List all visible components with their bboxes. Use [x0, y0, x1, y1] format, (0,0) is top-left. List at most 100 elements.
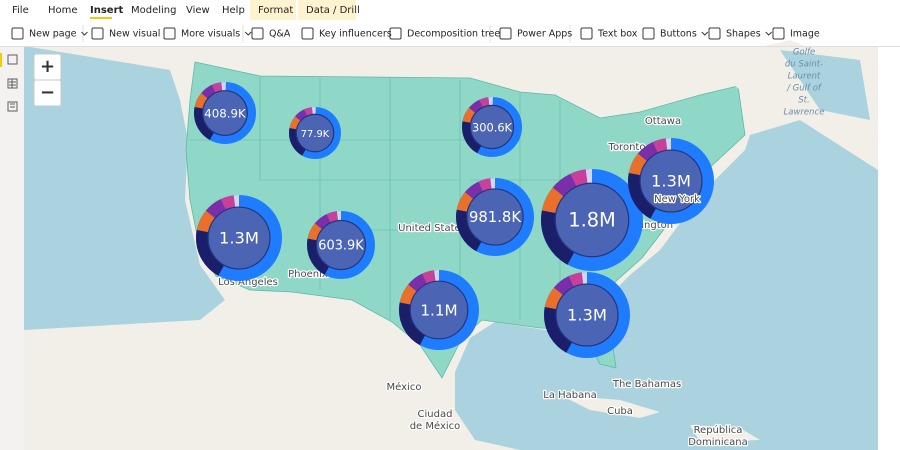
active-page-indicator [0, 53, 2, 67]
sea-label: Lawrence [784, 108, 825, 118]
bubble-segment [398, 269, 480, 351]
ribbon-tab[interactable]: Data / Drill [306, 5, 360, 16]
bubble-segment [307, 211, 375, 279]
ribbon-tab[interactable]: Insert [90, 5, 124, 16]
toolbar-button[interactable]: Key influencers [319, 29, 392, 40]
bubble-core [639, 149, 703, 213]
bubble-core [202, 90, 248, 136]
toolbar-button[interactable]: More visuals [181, 29, 240, 40]
location-bubble[interactable]: 981.8K [455, 177, 535, 257]
bubble-label: 981.8K [469, 209, 522, 226]
bubble-core [469, 104, 515, 150]
bubble-label: 603.9K [318, 239, 364, 254]
location-bubble[interactable]: 408.9K [193, 81, 256, 144]
ribbon-tab[interactable]: Home [48, 5, 78, 16]
tool-icon [499, 27, 512, 40]
toolbar-button[interactable]: Q&A [269, 29, 291, 40]
bubble-segment [194, 82, 256, 144]
left-nav [0, 46, 24, 450]
tool-icon [163, 27, 176, 40]
bubble-core [554, 182, 630, 258]
nav-icons [7, 54, 18, 112]
right-margin [878, 46, 900, 450]
bubble-segment [544, 272, 630, 358]
bubble-label: 1.1M [420, 302, 457, 320]
dropdown-chevron [81, 31, 88, 36]
sea-label: / Gulf of [786, 84, 823, 94]
bubble-core [315, 219, 367, 271]
place-label: The Bahamas [612, 379, 681, 390]
location-bubble[interactable]: 1.1M [398, 269, 480, 351]
gulf [530, 345, 650, 395]
ribbon-tab[interactable]: File [12, 5, 29, 16]
place-label: Ottawa [645, 116, 681, 127]
toolbar-button[interactable]: Image [790, 29, 820, 40]
location-bubble[interactable]: 1.8M [540, 168, 644, 272]
location-bubble[interactable]: 1.3M [544, 271, 631, 358]
ribbon-tab[interactable]: Format [258, 5, 293, 16]
place-label: La Habana [543, 390, 596, 401]
tool-icon [580, 27, 593, 40]
bubble-label: 300.6K [472, 121, 513, 135]
place-label: República [694, 424, 743, 436]
toolbar-button[interactable]: Decomposition tree [407, 29, 500, 40]
bubble-segment [288, 106, 342, 160]
tool-icon [772, 27, 785, 40]
bubble-segment [540, 168, 644, 272]
bubble-segment [455, 177, 535, 257]
bubble-label: 1.3M [219, 229, 259, 248]
hispaniola [690, 425, 760, 442]
bubble-label: 77.9K [301, 129, 330, 140]
place-label: New York [654, 194, 700, 205]
tool-icon [389, 27, 402, 40]
sea-label: Golfe [793, 48, 815, 58]
tool-icon [301, 27, 314, 40]
zoom-out-label: − [40, 82, 55, 103]
location-bubble[interactable]: 300.6K [462, 96, 523, 157]
sea-label: St. [798, 96, 809, 106]
dropdown-chevron [244, 31, 252, 36]
location-bubble[interactable]: 603.9K [307, 210, 376, 279]
bubble-label: 408.9K [204, 107, 246, 121]
bubble-segment [628, 138, 714, 224]
bubble-label: 1.3M [651, 172, 691, 191]
toolbar-button[interactable]: New page [29, 29, 77, 40]
tool-icon [642, 27, 655, 40]
dropdown-chevron [765, 31, 773, 36]
zoom-out-button[interactable] [33, 79, 62, 107]
place-label: Toronto [608, 142, 646, 153]
ribbon-tab[interactable]: Help [222, 5, 245, 16]
gulf-st-lawrence [780, 50, 870, 120]
tool-icon [251, 27, 264, 40]
bubble-segment [196, 195, 282, 281]
bubble-segment [398, 269, 480, 351]
active-tab-underline [90, 17, 112, 19]
tool-icon [91, 27, 104, 40]
sea-label: Laurent [788, 72, 821, 82]
location-bubble[interactable]: 77.9K [288, 106, 342, 160]
location-bubble[interactable]: 1.3M [196, 195, 283, 282]
location-bubble[interactable]: 1.3M [628, 138, 715, 225]
bubble-segment [540, 168, 644, 272]
contextual-tab-bg [250, 0, 296, 20]
place-label: United States [398, 223, 466, 234]
toolbar-button[interactable]: Shapes [726, 29, 761, 40]
bubble-segment [455, 177, 535, 257]
ribbon-tab[interactable]: View [186, 5, 210, 16]
bubble-core [295, 113, 335, 153]
ribbon-tab[interactable]: Modeling [131, 5, 177, 16]
cuba [560, 395, 660, 418]
toolbar-button[interactable]: Buttons [660, 29, 697, 40]
toolbar-button[interactable]: New visual [109, 29, 160, 40]
sea-label: du Saint- [785, 60, 823, 70]
bubble-core [207, 206, 271, 270]
place-label: Phoenix [288, 269, 328, 280]
toolbar-button[interactable]: Power Apps [517, 29, 572, 40]
bubble-segment [307, 211, 375, 279]
bubble-segment [194, 82, 256, 144]
toolbar-button[interactable]: Text box [597, 29, 638, 40]
place-label: México [387, 381, 422, 393]
place-label: Ciudad [418, 409, 453, 420]
